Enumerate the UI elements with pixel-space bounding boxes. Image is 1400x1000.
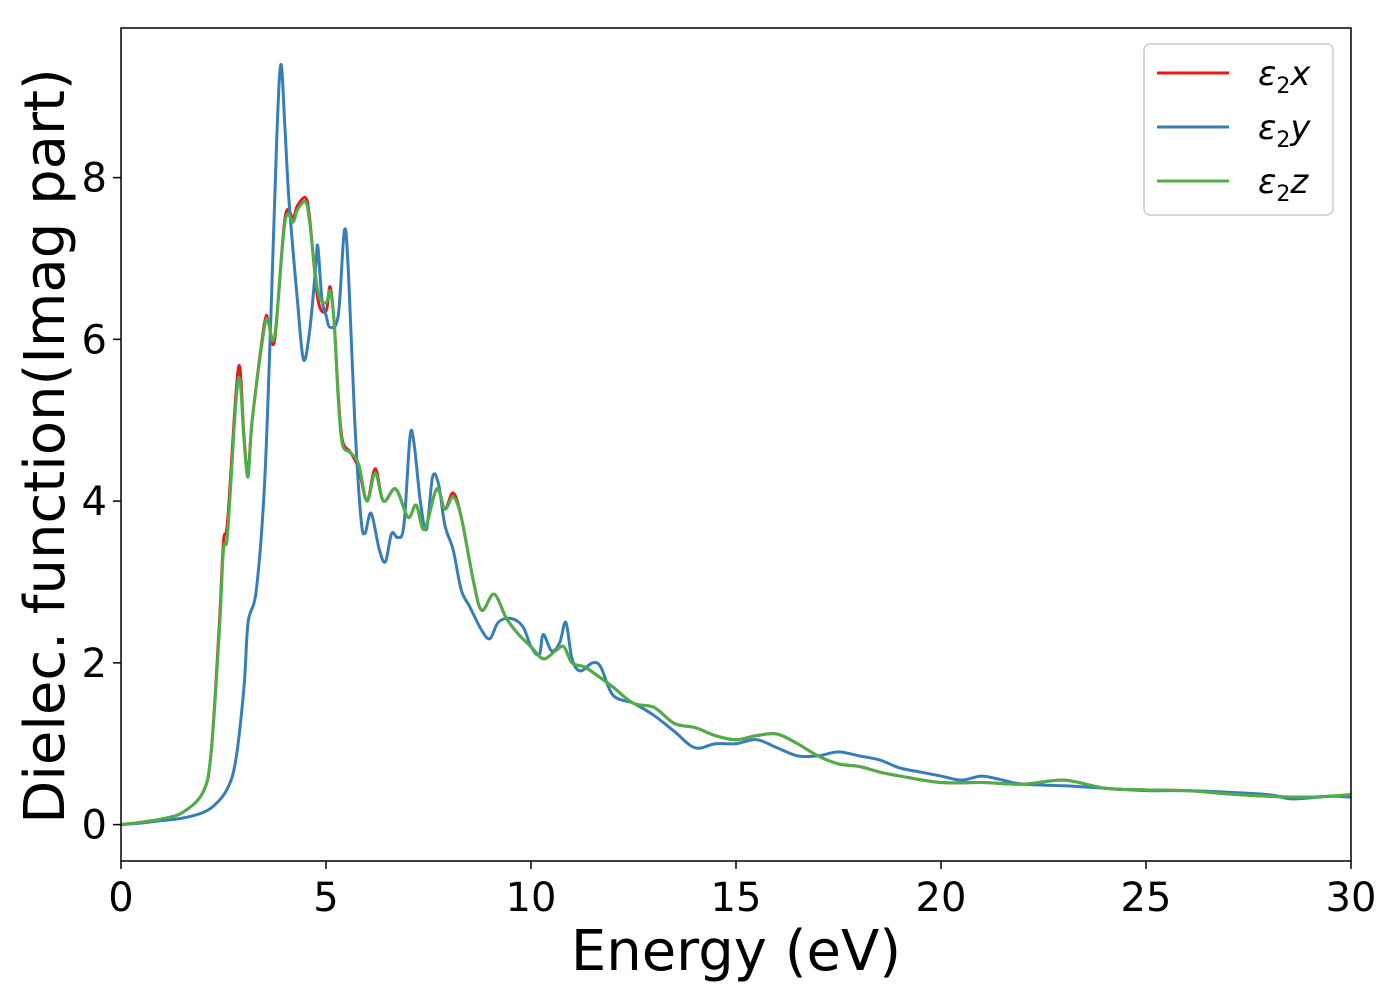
legend-box (1143, 43, 1334, 216)
y-tick-label: 6 (82, 317, 107, 363)
x-axis-title: Energy (eV) (571, 919, 901, 984)
series-line-z (120, 200, 1352, 827)
y-tick-label: 4 (82, 479, 107, 525)
y-axis-ticks: 0 2 4 6 8 (82, 156, 121, 849)
y-tick-label: 2 (82, 641, 107, 687)
x-tick-label: 20 (916, 875, 967, 921)
series-line-y (120, 62, 1352, 827)
x-tick-label: 10 (506, 875, 557, 921)
x-axis-ticks: 0 5 10 15 20 25 30 (108, 861, 1376, 921)
x-tick-label: 25 (1121, 875, 1172, 921)
legend-label-z: ε2z (1258, 162, 1309, 207)
y-tick-label: 8 (82, 156, 107, 202)
y-axis-title: Dielec. function(Imag part) (13, 68, 78, 824)
series-layer (120, 62, 1352, 827)
x-tick-label: 5 (313, 875, 338, 921)
y-tick-label: 0 (82, 803, 107, 849)
x-tick-label: 15 (711, 875, 762, 921)
x-tick-label: 30 (1326, 875, 1377, 921)
legend-label-y: ε2y (1258, 108, 1311, 153)
series-line-x (120, 195, 1352, 827)
legend-label-x: ε2x (1258, 54, 1311, 99)
legend: ε2x ε2y ε2z (1143, 43, 1334, 216)
x-tick-label: 0 (108, 875, 133, 921)
